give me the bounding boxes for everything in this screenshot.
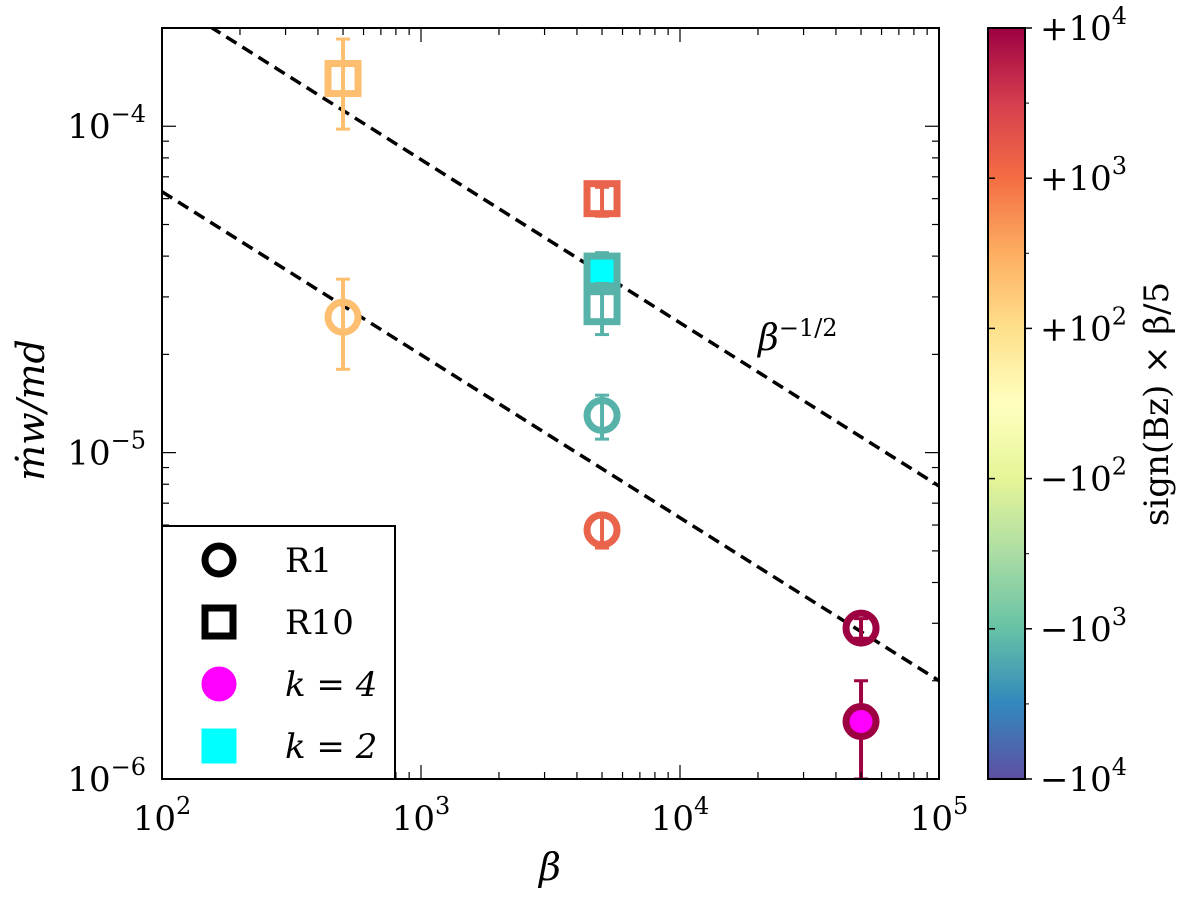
data-point: [324, 37, 362, 131]
colorbar-gradient: [987, 27, 1026, 780]
circle-marker: [842, 609, 880, 647]
square-marker: [583, 252, 621, 290]
data-point: [583, 180, 621, 218]
legend-marker: [201, 728, 237, 764]
data-points: [324, 37, 880, 779]
legend-marker: [201, 604, 237, 640]
legend-marker: [201, 542, 237, 578]
colorbar-ticks: +104 +103 +102 −102 −103 −104: [988, 2, 1127, 800]
x-tick-label: 103: [392, 792, 451, 839]
square-marker: [583, 288, 621, 326]
x-axis-label: β: [537, 845, 561, 889]
colorbar-label: sign(Bz) × β/5: [1137, 282, 1177, 526]
circle-marker: [324, 298, 362, 336]
legend-label: k = 4: [285, 665, 377, 705]
square-marker: [324, 60, 362, 98]
data-point: [842, 679, 880, 779]
y-tick-label: 10−6: [67, 753, 146, 800]
colorbar-tick-label: +103: [1040, 152, 1127, 199]
legend-item: k = 2: [201, 727, 377, 767]
x-tick-label: 105: [910, 792, 969, 839]
x-tick-labels: 102 103 104 105: [133, 792, 969, 839]
legend-marker: [201, 666, 237, 702]
fit-line-upper: [208, 28, 939, 488]
legend-item: k = 4: [201, 665, 377, 705]
legend-label: R10: [285, 603, 354, 643]
colorbar-tick-label: +104: [1040, 2, 1127, 49]
x-tick-label: 102: [133, 792, 192, 839]
circle-marker: [583, 396, 621, 434]
legend: R1 R10 k = 4 k = 2: [161, 525, 396, 780]
plot-frame: [161, 27, 940, 780]
legend-box: [161, 525, 396, 780]
colorbar-tick-label: −103: [1040, 603, 1127, 650]
data-point: [583, 511, 621, 550]
y-tick-label: 10−4: [67, 100, 146, 147]
x-tick-label: 104: [651, 792, 710, 839]
fit-line-lower: [162, 190, 939, 683]
y-axis-label: ṁw/md: [9, 339, 53, 481]
colorbar: +104 +103 +102 −102 −103 −104 sign(Bz) × β/5: [987, 2, 1177, 800]
circle-marker: [583, 511, 621, 549]
colorbar-tick-label: +102: [1040, 302, 1127, 349]
data-point: [842, 609, 880, 647]
data-point: [583, 281, 621, 337]
data-point: [324, 277, 362, 371]
colorbar-tick-label: −104: [1040, 753, 1127, 800]
legend-item: R10: [201, 603, 354, 643]
slope-annotation: β−1/2: [756, 314, 838, 359]
fit-lines: [162, 28, 939, 683]
y-tick-labels: 10−4 10−5 10−6: [67, 100, 146, 800]
legend-item: R1: [201, 541, 332, 581]
y-tick-label: 10−5: [67, 427, 146, 474]
colorbar-tick-label: −102: [1040, 453, 1127, 500]
circle-marker: [842, 703, 880, 741]
legend-label: R1: [285, 541, 332, 581]
square-marker: [583, 180, 621, 218]
data-point: [583, 393, 621, 441]
legend-label: k = 2: [285, 727, 377, 767]
